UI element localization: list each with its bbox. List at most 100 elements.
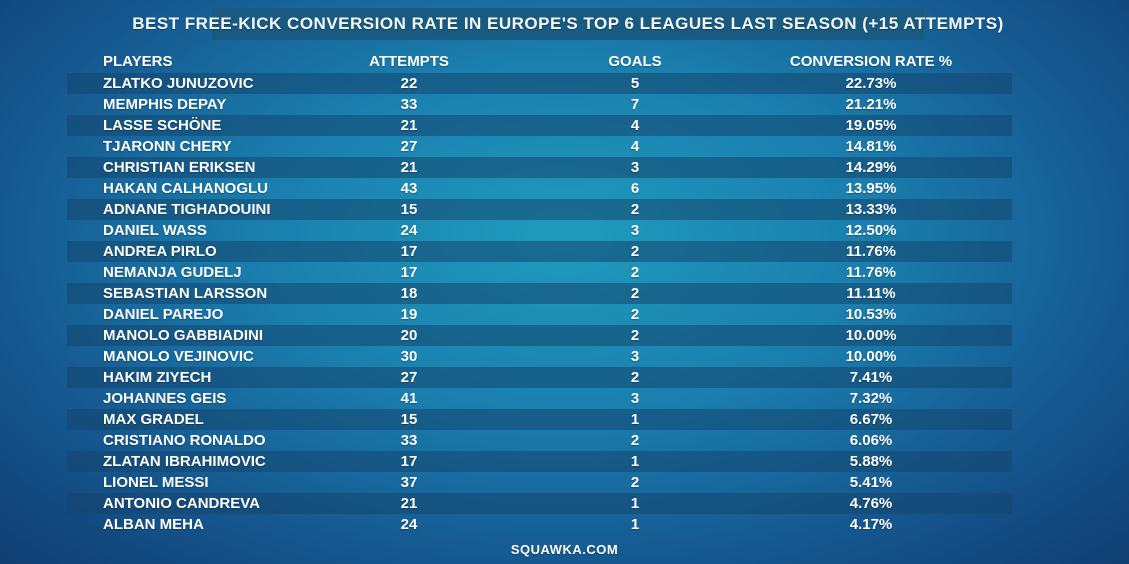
conversion-rate-cell: 14.29% [845, 159, 897, 176]
attempts-cell: 17 [400, 453, 418, 470]
attempts-cell: 21 [400, 495, 418, 512]
goals-cell: 2 [630, 243, 640, 260]
player-name-cell: HAKIM ZIYECH [103, 369, 212, 386]
goals-cell: 4 [630, 117, 640, 134]
attempts-cell: 27 [400, 138, 418, 155]
conversion-rate-cell: 11.76% [845, 264, 897, 281]
attempts-cell: 27 [400, 369, 418, 386]
attempts-cell: 30 [400, 348, 418, 365]
conversion-rate-cell: 4.17% [849, 516, 893, 533]
conversion-rate-cell: 13.95% [845, 180, 897, 197]
attempts-cell: 33 [400, 432, 418, 449]
title-banner: BEST FREE-KICK CONVERSION RATE IN EUROPE… [132, 8, 1003, 40]
player-name-cell: ALBAN MEHA [103, 516, 204, 533]
player-name-cell: CRISTIANO RONALDO [103, 432, 266, 449]
goals-cell: 2 [630, 201, 640, 218]
header-attempts: ATTEMPTS [369, 53, 449, 70]
goals-cell: 3 [630, 222, 640, 239]
attempts-cell: 24 [400, 222, 418, 239]
conversion-rate-cell: 6.06% [849, 432, 893, 449]
table-row: ZLATAN IBRAHIMOVIC 17 1 5.88% [67, 451, 1012, 472]
goals-cell: 3 [630, 159, 640, 176]
conversion-rate-cell: 12.50% [845, 222, 897, 239]
player-name-cell: MANOLO VEJINOVIC [103, 348, 254, 365]
attempts-cell: 33 [400, 96, 418, 113]
header-goals: GOALS [608, 53, 662, 70]
source-credit: SQUAWKA.COM [510, 542, 619, 557]
chart-title: BEST FREE-KICK CONVERSION RATE IN EUROPE… [132, 14, 1004, 33]
player-name-cell: DANIEL PAREJO [103, 306, 224, 323]
attempts-cell: 21 [400, 159, 418, 176]
conversion-rate-cell: 14.81% [845, 138, 897, 155]
player-name-cell: SEBASTIAN LARSSON [103, 285, 268, 302]
attempts-cell: 19 [400, 306, 418, 323]
attempts-cell: 17 [400, 264, 418, 281]
player-name-cell: ANTONIO CANDREVA [103, 495, 260, 512]
goals-cell: 2 [630, 285, 640, 302]
player-name-cell: DANIEL WASS [103, 222, 207, 239]
table-row: NEMANJA GUDELJ 17 2 11.76% [67, 262, 1012, 283]
conversion-rate-cell: 6.67% [849, 411, 893, 428]
goals-cell: 1 [630, 411, 640, 428]
goals-cell: 2 [630, 432, 640, 449]
table-row: MEMPHIS DEPAY 33 7 21.21% [67, 94, 1012, 115]
goals-cell: 2 [630, 327, 640, 344]
table-body: ZLATKO JUNUZOVIC 22 5 22.73% MEMPHIS DEPAY 33… [67, 73, 1012, 535]
goals-cell: 4 [630, 138, 640, 155]
header-players: PLAYERS [103, 53, 173, 70]
table-row: ADNANE TIGHADOUINI 15 2 13.33% [67, 199, 1012, 220]
goals-cell: 7 [630, 96, 640, 113]
table-row: JOHANNES GEIS 41 3 7.32% [67, 388, 1012, 409]
goals-cell: 2 [630, 264, 640, 281]
goals-cell: 3 [630, 390, 640, 407]
goals-cell: 1 [630, 453, 640, 470]
attempts-cell: 18 [400, 285, 418, 302]
player-name-cell: ADNANE TIGHADOUINI [103, 201, 271, 218]
attempts-cell: 20 [400, 327, 418, 344]
attempts-cell: 21 [400, 117, 418, 134]
attempts-cell: 24 [400, 516, 418, 533]
conversion-rate-cell: 4.76% [849, 495, 893, 512]
conversion-rate-cell: 10.00% [845, 327, 897, 344]
attempts-cell: 22 [400, 75, 418, 92]
conversion-rate-cell: 10.00% [845, 348, 897, 365]
player-name-cell: ANDREA PIRLO [103, 243, 217, 260]
conversion-rate-cell: 7.41% [849, 369, 893, 386]
goals-cell: 2 [630, 369, 640, 386]
player-name-cell: LASSE SCHÖNE [103, 117, 222, 134]
table-row: MAX GRADEL 15 1 6.67% [67, 409, 1012, 430]
player-name-cell: MANOLO GABBIADINI [103, 327, 263, 344]
conversion-rate-cell: 11.11% [846, 285, 896, 302]
attempts-cell: 37 [400, 474, 418, 491]
player-name-cell: NEMANJA GUDELJ [103, 264, 242, 281]
table-header: PLAYERS ATTEMPTS GOALS CONVERSION RATE % [67, 50, 1012, 73]
table-row: DANIEL WASS 24 3 12.50% [67, 220, 1012, 241]
conversion-rate-cell: 11.76% [845, 243, 897, 260]
table-row: ALBAN MEHA 24 1 4.17% [67, 514, 1012, 535]
conversion-rate-cell: 19.05% [845, 117, 897, 134]
stats-table: PLAYERS ATTEMPTS GOALS CONVERSION RATE %… [67, 50, 1012, 535]
table-row: DANIEL PAREJO 19 2 10.53% [67, 304, 1012, 325]
table-row: SEBASTIAN LARSSON 18 2 11.11% [67, 283, 1012, 304]
conversion-rate-cell: 7.32% [849, 390, 893, 407]
conversion-rate-cell: 5.41% [849, 474, 893, 491]
conversion-rate-cell: 13.33% [845, 201, 897, 218]
table-row: LASSE SCHÖNE 21 4 19.05% [67, 115, 1012, 136]
table-row: ZLATKO JUNUZOVIC 22 5 22.73% [67, 73, 1012, 94]
table-row: ANTONIO CANDREVA 21 1 4.76% [67, 493, 1012, 514]
player-name-cell: CHRISTIAN ERIKSEN [103, 159, 256, 176]
conversion-rate-cell: 21.21% [845, 96, 897, 113]
player-name-cell: MAX GRADEL [103, 411, 204, 428]
conversion-rate-cell: 10.53% [845, 306, 897, 323]
goals-cell: 1 [630, 516, 640, 533]
table-row: MANOLO VEJINOVIC 30 3 10.00% [67, 346, 1012, 367]
header-conversion-rate: CONVERSION RATE % [789, 53, 953, 70]
player-name-cell: TJARONN CHERY [103, 138, 232, 155]
table-row: CRISTIANO RONALDO 33 2 6.06% [67, 430, 1012, 451]
player-name-cell: LIONEL MESSI [103, 474, 209, 491]
player-name-cell: ZLATKO JUNUZOVIC [103, 75, 254, 92]
table-row: HAKAN CALHANOGLU 43 6 13.95% [67, 178, 1012, 199]
goals-cell: 1 [630, 495, 640, 512]
goals-cell: 6 [630, 180, 640, 197]
goals-cell: 2 [630, 474, 640, 491]
